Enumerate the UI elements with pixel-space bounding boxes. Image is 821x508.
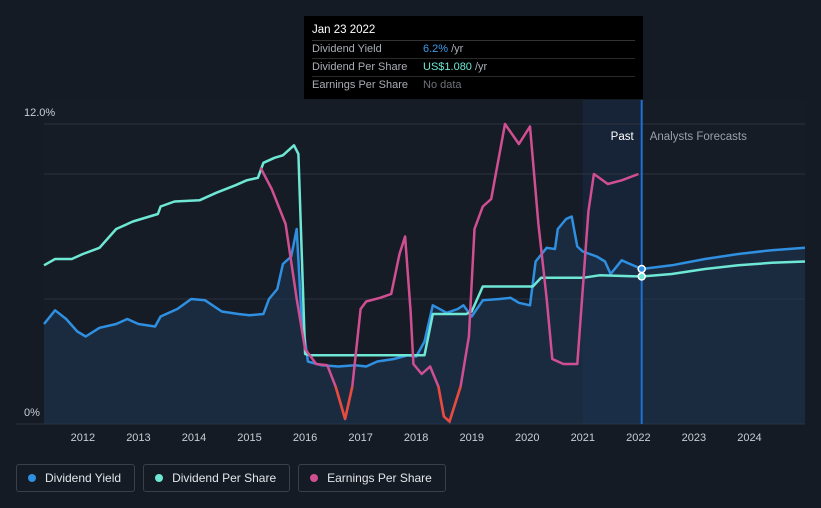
x-tick-label: 2015 [237, 432, 261, 444]
legend-dot-icon [155, 474, 164, 482]
x-tick-label: 2014 [182, 432, 206, 444]
cursor-marker [637, 264, 646, 274]
y-tick-label: 0% [24, 407, 40, 419]
legend-item-earnings-per-share[interactable]: Earnings Per Share [298, 464, 446, 492]
x-tick-label: 2020 [515, 432, 539, 444]
legend-label: Dividend Yield [45, 471, 122, 485]
x-tick-label: 2021 [571, 432, 595, 444]
tooltip-row-earnings-per-share: Earnings Per Share No data [312, 77, 635, 94]
x-tick-label: 2017 [348, 432, 372, 444]
legend-label: Dividend Per Share [172, 471, 277, 485]
tooltip-unit: /yr [451, 43, 464, 55]
chart-legend: Dividend Yield Dividend Per Share Earnin… [16, 464, 454, 492]
x-tick-label: 2016 [293, 432, 317, 444]
dividend-yield-area [44, 216, 805, 424]
x-tick-label: 2012 [71, 432, 95, 444]
eps-decline-segment [334, 386, 354, 420]
legend-dot-icon [28, 474, 36, 482]
tooltip-date: Jan 23 2022 [312, 16, 635, 41]
eps-decline-segment [437, 386, 462, 424]
past-label: Past [611, 131, 635, 143]
legend-item-dividend-yield[interactable]: Dividend Yield [16, 464, 136, 492]
analysts-forecasts-label: Analysts Forecasts [650, 131, 747, 143]
x-tick-label: 2019 [459, 432, 483, 444]
cursor-marker [637, 272, 646, 281]
hover-tooltip: Jan 23 2022 Dividend Yield 6.2% /yr Divi… [304, 16, 643, 99]
tooltip-value: US$1.080 [423, 61, 472, 73]
legend-item-dividend-per-share[interactable]: Dividend Per Share [143, 464, 291, 492]
tooltip-label: Earnings Per Share [312, 79, 408, 91]
tooltip-row-dividend-per-share: Dividend Per Share US$1.080 /yr [312, 59, 635, 77]
legend-dot-icon [310, 474, 319, 482]
tooltip-label: Dividend Yield [312, 43, 382, 55]
tooltip-value: No data [423, 79, 462, 91]
tooltip-value: 6.2% [423, 43, 449, 55]
x-tick-label: 2023 [682, 432, 706, 444]
tooltip-label: Dividend Per Share [312, 61, 408, 73]
x-tick-label: 2022 [626, 432, 650, 444]
tooltip-unit: /yr [474, 61, 488, 73]
x-tick-label: 2024 [737, 432, 761, 444]
x-tick-label: 2018 [404, 432, 428, 444]
x-tick-label: 2013 [126, 432, 150, 444]
legend-label: Earnings Per Share [327, 471, 432, 485]
y-tick-label: 12.0% [24, 107, 55, 119]
tooltip-row-dividend-yield: Dividend Yield 6.2% /yr [312, 41, 635, 59]
